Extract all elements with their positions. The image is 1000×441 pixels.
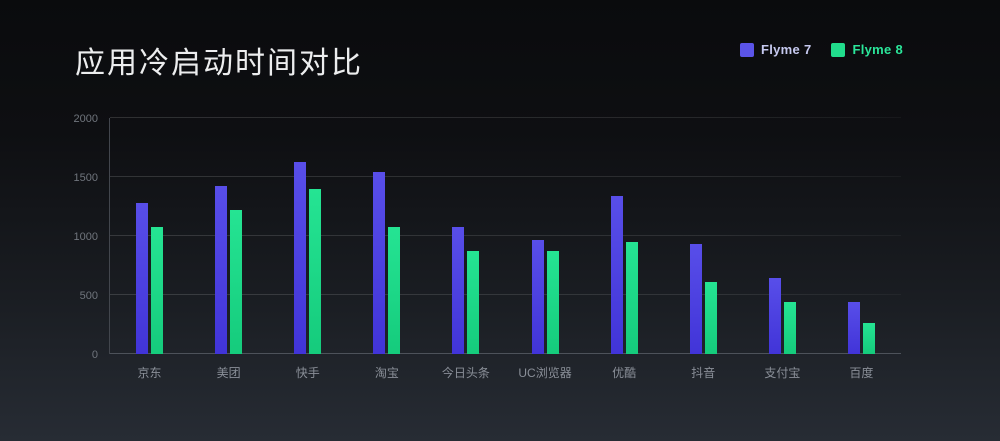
bar-flyme7-UC浏览器	[531, 239, 544, 354]
bar-flyme7-抖音	[689, 244, 702, 354]
bar-group-5: 今日头条	[426, 118, 505, 380]
bar-group-6: UC浏览器	[506, 118, 585, 380]
flyme7-swatch-icon	[739, 42, 754, 57]
bar-group-9: 支付宝	[743, 118, 822, 380]
bar-flyme7-优酷	[610, 195, 623, 354]
category-label: 支付宝	[764, 366, 801, 380]
bar-chart-plot-area: 0 500 1000 1500 2000 京东 美团 快手 淘宝 今日头条 UC浏览器 优酷 抖音 支付宝…	[74, 113, 901, 380]
bar-flyme8-支付宝	[783, 302, 796, 354]
bar-flyme8-UC浏览器	[546, 251, 559, 354]
category-label: 淘宝	[374, 366, 399, 380]
bar-flyme7-支付宝	[768, 278, 781, 354]
chart-legend: Flyme 7 Flyme 8	[739, 42, 903, 57]
bar-group-10: 百度	[822, 118, 901, 380]
bar-flyme7-今日头条	[452, 226, 465, 354]
bar-group-2: 美团	[189, 118, 268, 380]
category-label: 优酷	[612, 366, 637, 380]
bar-flyme7-百度	[847, 302, 860, 354]
legend-item-flyme7: Flyme 7	[739, 42, 812, 57]
gridline-2000	[110, 117, 901, 118]
y-axis-tick-label: 500	[79, 289, 98, 302]
bar-flyme8-优酷	[625, 241, 638, 354]
y-axis-tick-label: 1500	[73, 171, 98, 184]
flyme8-swatch-icon	[831, 42, 846, 57]
category-label: 抖音	[691, 366, 716, 380]
gridline-1500	[110, 176, 901, 177]
gridline-1000	[110, 235, 901, 236]
x-axis-baseline	[110, 353, 901, 354]
bar-flyme8-百度	[862, 323, 875, 354]
bar-flyme8-快手	[309, 188, 322, 354]
bar-group-7: 优酷	[585, 118, 664, 380]
legend-item-flyme8: Flyme 8	[831, 42, 903, 57]
bar-flyme8-美团	[230, 210, 243, 354]
bar-flyme8-京东	[151, 226, 164, 354]
bar-group-4: 淘宝	[347, 118, 426, 380]
gridline-500	[110, 294, 901, 295]
bar-flyme8-淘宝	[388, 226, 401, 354]
category-label: 美团	[216, 366, 241, 380]
page-title: 应用冷启动时间对比	[75, 47, 363, 80]
bar-flyme7-快手	[294, 161, 307, 354]
bar-group-3: 快手	[268, 118, 347, 380]
bar-flyme7-美团	[215, 186, 228, 354]
legend-label-flyme8: Flyme 8	[852, 42, 903, 57]
y-axis-tick-label: 2000	[73, 112, 98, 125]
bar-flyme7-京东	[136, 202, 149, 354]
bar-group-1: 京东	[110, 118, 189, 380]
bar-group-8: 抖音	[664, 118, 743, 380]
legend-label-flyme7: Flyme 7	[760, 42, 812, 57]
y-axis-tick-label: 0	[91, 348, 98, 361]
category-label: 今日头条	[441, 366, 490, 380]
bar-flyme8-今日头条	[467, 251, 480, 354]
bar-flyme7-淘宝	[373, 172, 386, 354]
category-label: 京东	[137, 366, 162, 380]
bar-flyme8-抖音	[704, 282, 717, 354]
category-label: 百度	[849, 366, 874, 380]
category-label: 快手	[295, 366, 320, 380]
category-label: UC浏览器	[518, 366, 572, 380]
y-axis-tick-label: 1000	[73, 230, 98, 243]
